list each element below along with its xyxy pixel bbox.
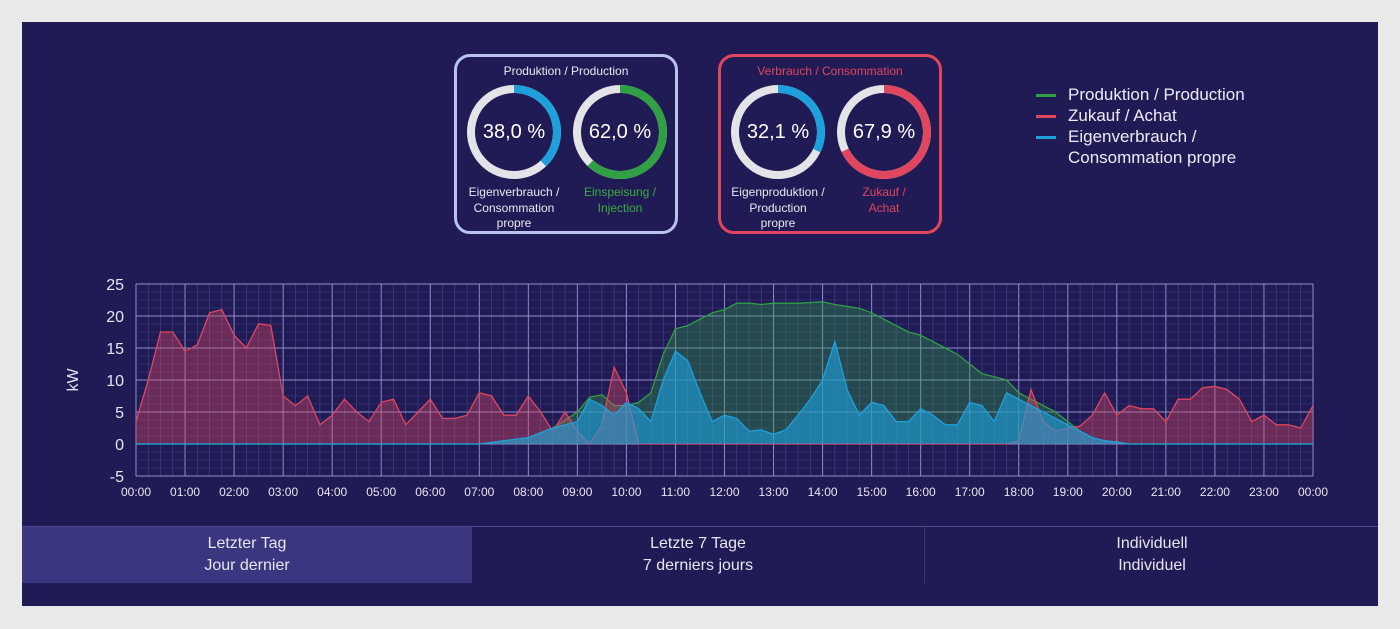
series-area-self_consumption xyxy=(136,341,1313,444)
y-tick-label: 15 xyxy=(106,341,124,358)
caption-line: Consommation xyxy=(473,200,555,215)
legend-swatch-production xyxy=(1036,94,1056,97)
injection-ring-graphic xyxy=(573,85,667,179)
x-tick-label: 01:00 xyxy=(170,485,200,499)
legend-label: Consommation propre xyxy=(1068,148,1237,167)
self-production-ring-graphic xyxy=(731,85,825,179)
purchase-arc xyxy=(837,85,931,179)
tab-last-day[interactable]: Letzter Tag Jour dernier xyxy=(22,527,472,583)
x-tick-label: 11:00 xyxy=(661,485,690,499)
x-tick-label: 16:00 xyxy=(906,485,936,499)
caption-line: Zukauf / xyxy=(862,185,906,199)
y-tick-label: 20 xyxy=(106,309,124,326)
tab-label: Individuel xyxy=(1118,557,1186,574)
series-area-purchase xyxy=(136,309,1313,444)
x-tick-label: 10:00 xyxy=(611,485,641,499)
purchase-ring: 67,9 % xyxy=(835,83,933,181)
self-consumption-percent: 38,0 % xyxy=(482,121,546,143)
injection-percent: 62,0 % xyxy=(588,121,652,143)
legend-swatch-purchase xyxy=(1036,115,1056,118)
tab-custom[interactable]: Individuell Individuel xyxy=(924,527,1379,583)
x-tick-label: 21:00 xyxy=(1151,485,1181,499)
legend-item-self-consumption[interactable]: Eigenverbrauch / Consommation propre xyxy=(1036,126,1245,168)
purchase-ring-graphic xyxy=(837,85,931,179)
legend-label: Eigenverbrauch / xyxy=(1068,127,1197,146)
series-line-self_consumption xyxy=(136,339,1313,445)
self-production-percent: 32,1 % xyxy=(746,121,810,143)
y-tick-label: 0 xyxy=(115,437,124,454)
x-tick-label: 07:00 xyxy=(464,485,494,499)
x-tick-label: 15:00 xyxy=(857,485,887,499)
series-line-purchase xyxy=(135,308,1314,446)
x-tick-label: 05:00 xyxy=(366,485,396,499)
x-tick-label: 13:00 xyxy=(759,485,789,499)
caption-line: propre xyxy=(496,216,532,230)
production-summary-card: Produktion / Production 38,0 % 62,0 % Ei… xyxy=(454,54,678,234)
period-tabs: Letzter Tag Jour dernier Letzte 7 Tage 7… xyxy=(22,526,1378,584)
x-tick-label: 00:00 xyxy=(121,485,151,499)
consumption-summary-card: Verbrauch / Consommation 32,1 % 67,9 % E… xyxy=(718,54,942,234)
self-production-ring: 32,1 % xyxy=(729,83,827,181)
legend-label: Zukauf / Achat xyxy=(1068,106,1177,125)
y-tick-label: 10 xyxy=(106,373,124,390)
production-card-title: Produktion / Production xyxy=(503,64,629,78)
tab-label: Individuell xyxy=(1116,535,1188,552)
legend-item-purchase[interactable]: Zukauf / Achat xyxy=(1036,105,1245,126)
x-tick-label: 14:00 xyxy=(808,485,838,499)
y-tick-label: 5 xyxy=(115,405,124,422)
chart-series xyxy=(135,301,1314,446)
self-consumption-ring-graphic xyxy=(467,85,561,179)
power-chart: -5 0 5 10 15 20 25 00:00 01:00 02:00 03:00 04:00 05… xyxy=(65,277,1328,499)
x-tick-label: 22:00 xyxy=(1200,485,1230,499)
self-consumption-caption: Eigenverbrauch / Consommation propre xyxy=(459,185,569,232)
y-tick-label: 25 xyxy=(106,277,124,294)
legend-swatch-self-consumption xyxy=(1036,136,1056,139)
x-tick-label: 04:00 xyxy=(317,485,347,499)
tabs-divider xyxy=(22,526,1378,527)
consumption-card-title: Verbrauch / Consommation xyxy=(757,64,903,78)
x-tick-label: 19:00 xyxy=(1053,485,1083,499)
dashboard-panel: Produktion / Production 38,0 % 62,0 % Ei… xyxy=(22,22,1378,606)
x-tick-label: 18:00 xyxy=(1004,485,1034,499)
self-production-caption: Eigenproduktion / Production propre xyxy=(723,185,833,232)
caption-line: propre xyxy=(760,216,796,230)
x-tick-label: 17:00 xyxy=(955,485,985,499)
injection-ring: 62,0 % xyxy=(571,83,669,181)
x-tick-label: 09:00 xyxy=(562,485,592,499)
caption-line: Eigenproduktion / xyxy=(731,185,825,199)
tab-label: Jour dernier xyxy=(204,557,290,574)
x-axis-labels: 00:00 01:00 02:00 03:00 04:00 05:00 06:00 07:00… xyxy=(121,485,1328,499)
caption-line: Eigenverbrauch / xyxy=(468,185,560,199)
caption-line: Injection xyxy=(597,200,643,215)
injection-caption: Einspeisung / Injection xyxy=(565,185,675,216)
x-tick-label: 02:00 xyxy=(219,485,249,499)
self-production-arc xyxy=(731,85,825,179)
caption-line: Production xyxy=(749,200,807,215)
injection-arc xyxy=(573,85,667,179)
self-consumption-arc xyxy=(467,85,561,179)
chart-legend: Produktion / Production Zukauf / Achat E… xyxy=(1036,84,1245,168)
y-tick-label: -5 xyxy=(110,469,124,486)
caption-line: Achat xyxy=(868,200,900,215)
y-axis-labels: -5 0 5 10 15 20 25 xyxy=(106,277,124,486)
legend-item-production[interactable]: Produktion / Production xyxy=(1036,84,1245,105)
tab-label: Letzte 7 Tage xyxy=(650,535,746,552)
self-consumption-ring: 38,0 % xyxy=(465,83,563,181)
caption-line: Einspeisung / xyxy=(583,185,657,199)
purchase-caption: Zukauf / Achat xyxy=(829,185,939,216)
tab-label: Letzter Tag xyxy=(207,535,287,552)
x-tick-label: 12:00 xyxy=(709,485,739,499)
x-tick-label: 20:00 xyxy=(1102,485,1132,499)
x-tick-label: 08:00 xyxy=(513,485,543,499)
x-tick-label: 03:00 xyxy=(268,485,298,499)
purchase-percent: 67,9 % xyxy=(852,121,916,143)
legend-label: Produktion / Production xyxy=(1068,85,1245,104)
series-line-production xyxy=(136,301,1313,445)
x-tick-label: 23:00 xyxy=(1249,485,1279,499)
x-tick-label: 06:00 xyxy=(415,485,445,499)
tab-last-7-days[interactable]: Letzte 7 Tage 7 derniers jours xyxy=(472,527,924,583)
tab-label: 7 derniers jours xyxy=(642,557,754,574)
x-tick-label: 00:00 xyxy=(1298,485,1328,499)
y-axis-title: kW xyxy=(65,368,82,392)
